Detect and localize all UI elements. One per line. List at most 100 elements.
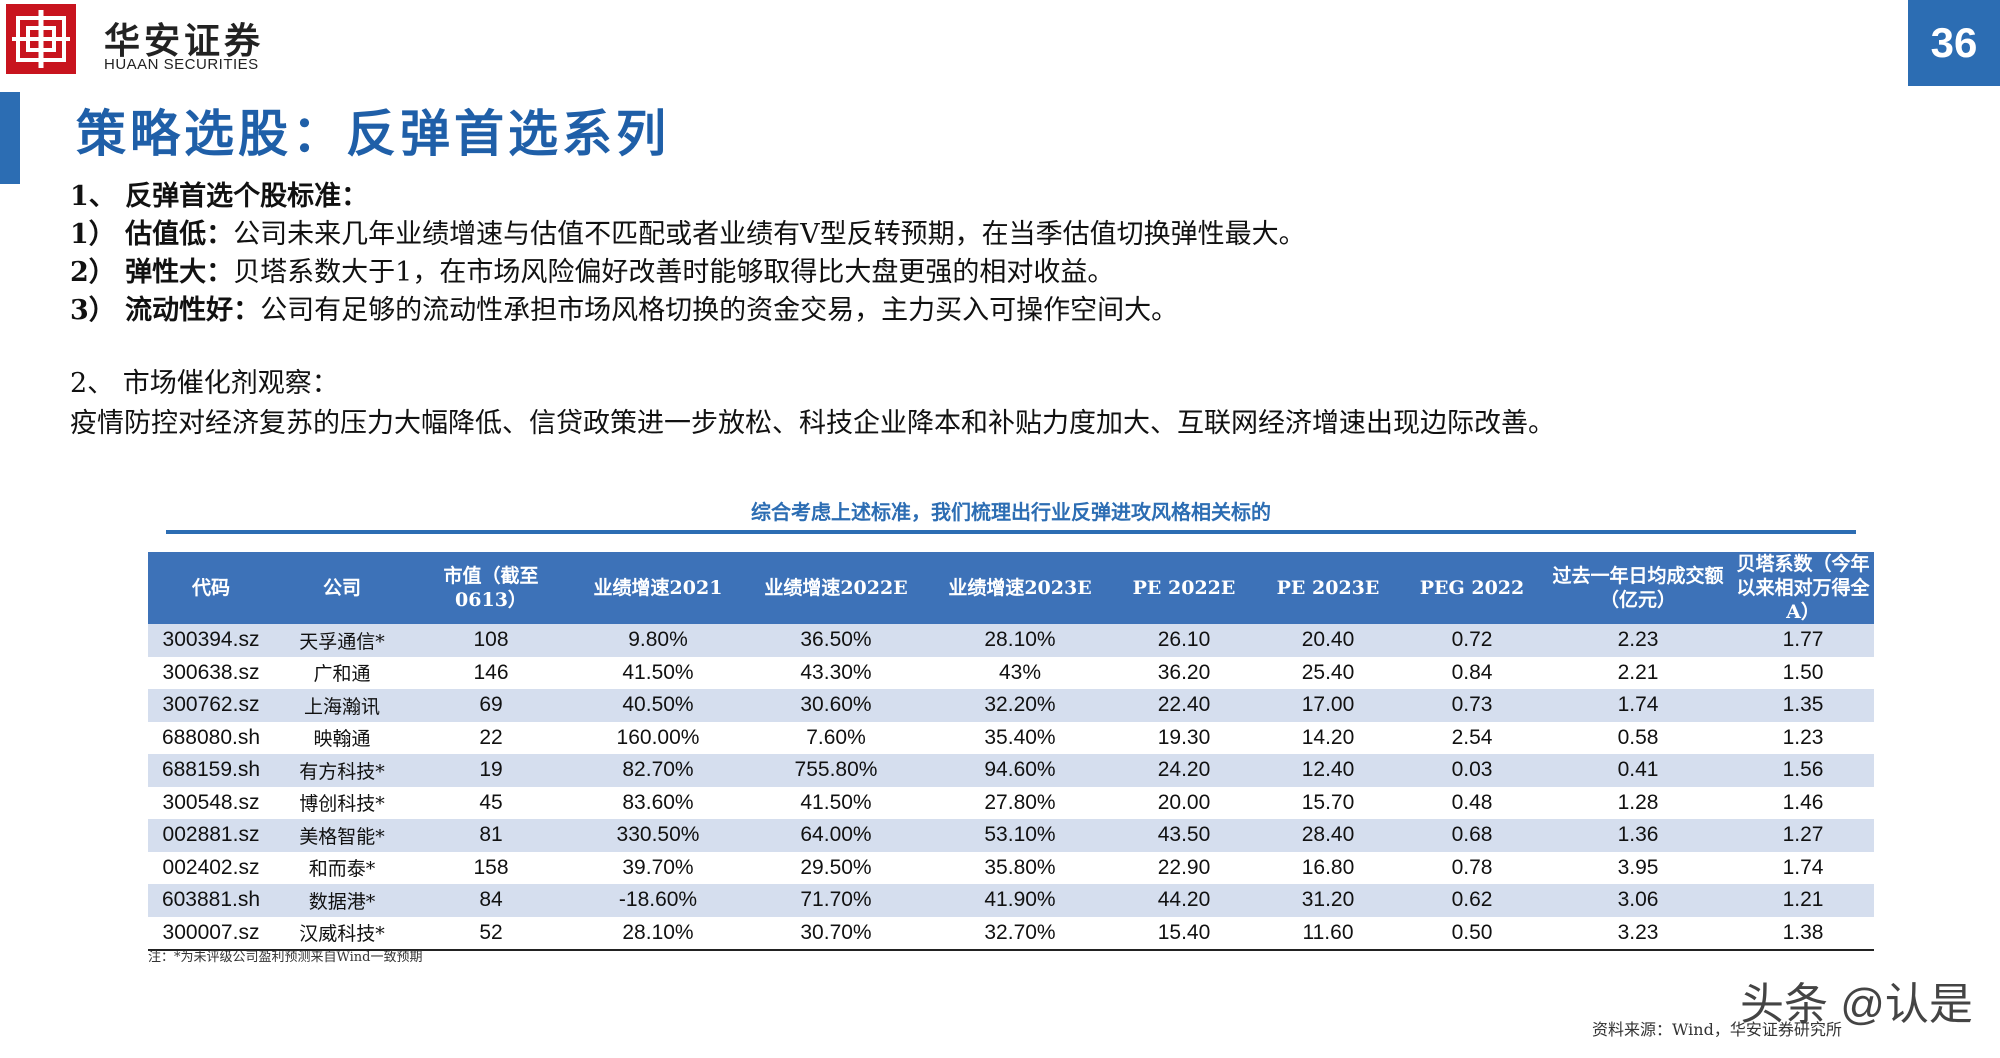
cell-market-cap: 52 xyxy=(410,916,572,951)
cell-company: 上海瀚讯 xyxy=(274,689,410,722)
table-row: 002402.sz 和而泰* 158 39.70% 29.50% 35.80% 22.90 1… xyxy=(148,851,1874,884)
table-title: 综合考虑上述标准，我们梳理出行业反弹进攻风格相关标的 xyxy=(751,500,1271,524)
cell-peg-2022: 0.50 xyxy=(1400,916,1544,951)
cell-growth-2022e: 755.80% xyxy=(744,754,928,787)
cell-beta: 1.23 xyxy=(1732,721,1874,754)
cell-beta: 1.21 xyxy=(1732,884,1874,917)
header-code: 代码 xyxy=(148,552,274,624)
cell-pe-2022e: 20.00 xyxy=(1112,786,1256,819)
table-row: 300394.sz 天孚通信* 108 9.80% 36.50% 28.10% 26.10 2… xyxy=(148,624,1874,657)
cell-growth-2022e: 30.70% xyxy=(744,916,928,951)
cell-pe-2022e: 36.20 xyxy=(1112,656,1256,689)
catalyst-text: 疫情防控对经济复苏的压力大幅降低、信贷政策进一步放松、科技企业降本和补贴力度加大… xyxy=(70,408,1555,439)
cell-growth-2022e: 29.50% xyxy=(744,851,928,884)
cell-code: 300394.sz xyxy=(148,624,274,657)
cell-avg-turnover: 3.95 xyxy=(1544,851,1732,884)
cell-pe-2023e: 16.80 xyxy=(1256,851,1400,884)
cell-avg-turnover: 0.41 xyxy=(1544,754,1732,787)
cell-growth-2022e: 43.30% xyxy=(744,656,928,689)
cell-peg-2022: 0.84 xyxy=(1400,656,1544,689)
cell-pe-2023e: 12.40 xyxy=(1256,754,1400,787)
brand-name-en: HUAAN SECURITIES xyxy=(104,56,259,73)
table-row: 300762.sz 上海瀚讯 69 40.50% 30.60% 32.20% 22.40 17… xyxy=(148,689,1874,722)
logo xyxy=(6,4,76,74)
cell-pe-2023e: 11.60 xyxy=(1256,916,1400,951)
cell-pe-2022e: 22.40 xyxy=(1112,689,1256,722)
cell-market-cap: 158 xyxy=(410,851,572,884)
table-row: 688159.sh 有方科技* 19 82.70% 755.80% 94.60% 24.20… xyxy=(148,754,1874,787)
cell-growth-2021: 39.70% xyxy=(572,851,744,884)
criteria-item: 3） 流动性好：公司有足够的流动性承担市场风格切换的资金交易，主力买入可操作空间… xyxy=(70,295,1179,326)
cell-peg-2022: 0.78 xyxy=(1400,851,1544,884)
table-note: 注：*为未评级公司盈利预测来自Wind一致预期 xyxy=(148,950,423,965)
cell-growth-2023e: 53.10% xyxy=(928,819,1112,852)
cell-growth-2021: 160.00% xyxy=(572,721,744,754)
criteria-heading: 1、 反弹首选个股标准： xyxy=(70,181,369,212)
cell-pe-2022e: 19.30 xyxy=(1112,721,1256,754)
page-number: 36 xyxy=(1908,0,2000,86)
cell-pe-2023e: 14.20 xyxy=(1256,721,1400,754)
cell-market-cap: 22 xyxy=(410,721,572,754)
cell-growth-2021: 41.50% xyxy=(572,656,744,689)
table-row: 300638.sz 广和通 146 41.50% 43.30% 43% 36.20 25.40… xyxy=(148,656,1874,689)
cell-beta: 1.38 xyxy=(1732,916,1874,951)
cell-growth-2023e: 35.80% xyxy=(928,851,1112,884)
title-accent-bar xyxy=(0,92,20,184)
cell-company: 广和通 xyxy=(274,656,410,689)
table-row: 002881.sz 美格智能* 81 330.50% 64.00% 53.10% 43.50… xyxy=(148,819,1874,852)
cell-code: 688080.sh xyxy=(148,721,274,754)
cell-growth-2023e: 32.70% xyxy=(928,916,1112,951)
catalyst-section: 2、 市场催化剂观察： 疫情防控对经济复苏的压力大幅降低、信贷政策进一步放松、科… xyxy=(70,364,1555,444)
cell-growth-2023e: 32.20% xyxy=(928,689,1112,722)
cell-pe-2023e: 17.00 xyxy=(1256,689,1400,722)
criteria-item: 1） 估值低：公司未来几年业绩增速与估值不匹配或者业绩有V型反转预期，在当季估值… xyxy=(70,219,1306,250)
cell-code: 603881.sh xyxy=(148,884,274,917)
cell-code: 688159.sh xyxy=(148,754,274,787)
cell-company: 天孚通信* xyxy=(274,624,410,657)
cell-peg-2022: 0.03 xyxy=(1400,754,1544,787)
header-market-cap: 市值（截至0613） xyxy=(410,552,572,624)
cell-market-cap: 81 xyxy=(410,819,572,852)
cell-company: 博创科技* xyxy=(274,786,410,819)
cell-growth-2022e: 64.00% xyxy=(744,819,928,852)
cell-pe-2023e: 28.40 xyxy=(1256,819,1400,852)
cell-growth-2021: 83.60% xyxy=(572,786,744,819)
cell-beta: 1.77 xyxy=(1732,624,1874,657)
cell-company: 数据港* xyxy=(274,884,410,917)
source-note: 资料来源：Wind，华安证券研究所 xyxy=(1592,1020,1842,1039)
cell-pe-2022e: 22.90 xyxy=(1112,851,1256,884)
brand-name-cn: 华安证券 xyxy=(104,20,265,62)
criteria-item: 2） 弹性大：贝塔系数大于1，在市场风险偏好改善时能够取得比大盘更强的相对收益。 xyxy=(70,257,1115,288)
cell-growth-2023e: 43% xyxy=(928,656,1112,689)
cell-pe-2023e: 25.40 xyxy=(1256,656,1400,689)
cell-company: 美格智能* xyxy=(274,819,410,852)
logo-emblem-icon xyxy=(6,4,76,74)
page-title: 策略选股：反弹首选系列 xyxy=(76,104,670,163)
cell-avg-turnover: 1.74 xyxy=(1544,689,1732,722)
cell-company: 映翰通 xyxy=(274,721,410,754)
cell-pe-2022e: 15.40 xyxy=(1112,916,1256,951)
cell-market-cap: 146 xyxy=(410,656,572,689)
cell-peg-2022: 2.54 xyxy=(1400,721,1544,754)
cell-pe-2022e: 24.20 xyxy=(1112,754,1256,787)
header-peg-2022: PEG 2022 xyxy=(1400,552,1544,624)
cell-growth-2023e: 41.90% xyxy=(928,884,1112,917)
header-company: 公司 xyxy=(274,552,410,624)
cell-avg-turnover: 1.28 xyxy=(1544,786,1732,819)
cell-avg-turnover: 2.21 xyxy=(1544,656,1732,689)
cell-growth-2023e: 28.10% xyxy=(928,624,1112,657)
cell-market-cap: 69 xyxy=(410,689,572,722)
cell-company: 和而泰* xyxy=(274,851,410,884)
cell-avg-turnover: 1.36 xyxy=(1544,819,1732,852)
cell-pe-2022e: 44.20 xyxy=(1112,884,1256,917)
cell-growth-2022e: 30.60% xyxy=(744,689,928,722)
cell-growth-2021: 40.50% xyxy=(572,689,744,722)
header-beta: 贝塔系数（今年以来相对万得全A） xyxy=(1732,552,1874,624)
cell-peg-2022: 0.62 xyxy=(1400,884,1544,917)
cell-peg-2022: 0.73 xyxy=(1400,689,1544,722)
cell-beta: 1.46 xyxy=(1732,786,1874,819)
cell-growth-2021: 28.10% xyxy=(572,916,744,951)
cell-market-cap: 19 xyxy=(410,754,572,787)
cell-growth-2021: 330.50% xyxy=(572,819,744,852)
cell-code: 002402.sz xyxy=(148,851,274,884)
